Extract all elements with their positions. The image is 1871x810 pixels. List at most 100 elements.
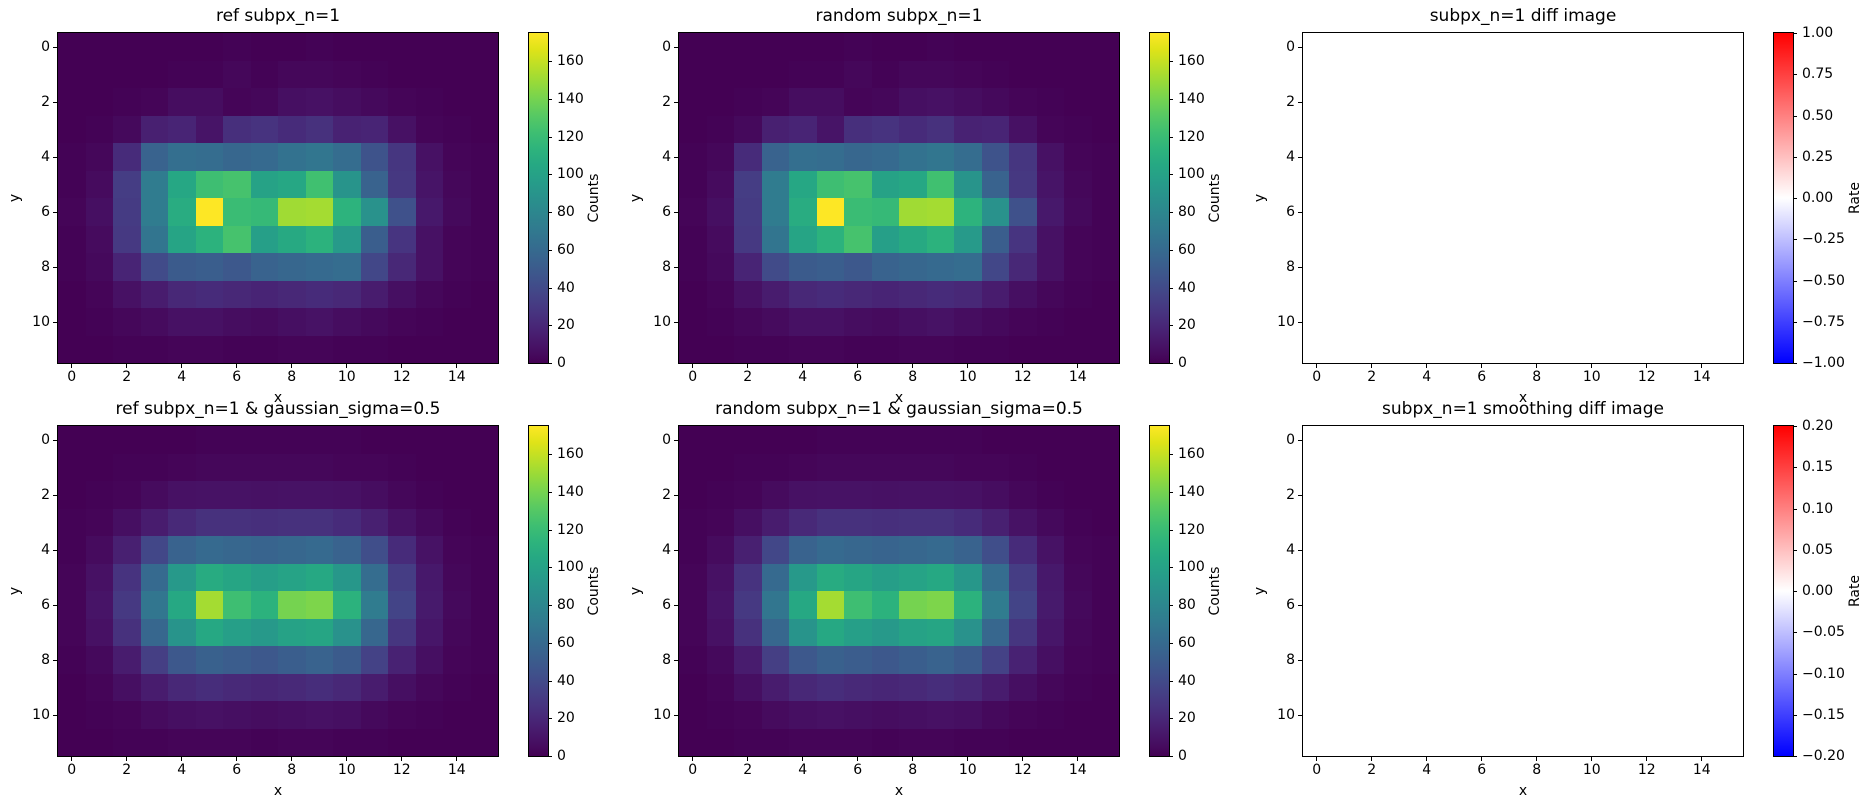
- colorbar-tick-mark: [1793, 116, 1797, 117]
- heatmap-cell: [1523, 481, 1551, 509]
- heatmap-cell: [1330, 563, 1358, 591]
- x-tick-label: 0: [688, 762, 698, 778]
- heatmap-cell: [1091, 536, 1119, 564]
- heatmap-cell: [844, 143, 872, 171]
- heatmap-cell: [333, 618, 361, 646]
- heatmap-cell: [844, 225, 872, 253]
- heatmap-cell: [195, 728, 223, 756]
- subplot-ref-counts: ref subpx_n=1 0 2 4 6 8 10 12 14 0 2 4 6 8 10 x y 0 2…: [7, 6, 602, 406]
- heatmap-cell: [871, 508, 899, 536]
- heatmap-cell: [388, 115, 416, 143]
- heatmap-cell: [278, 143, 306, 171]
- heatmap-cell: [899, 143, 927, 171]
- heatmap-cell: [1688, 508, 1716, 536]
- x-tick-mark: [1481, 757, 1483, 761]
- y-tick-mark: [1298, 47, 1302, 48]
- heatmap-cell: [981, 563, 1009, 591]
- heatmap-cell: [113, 618, 141, 646]
- heatmap-cell: [1550, 225, 1578, 253]
- heatmap-cell: [168, 426, 196, 454]
- heatmap-cell: [789, 280, 817, 308]
- heatmap-cell: [305, 225, 333, 253]
- heatmap-cell: [1578, 253, 1606, 281]
- heatmap-cell: [195, 280, 223, 308]
- heatmap-cell: [140, 143, 168, 171]
- heatmap-cell: [1715, 308, 1743, 336]
- x-tick-mark: [126, 757, 128, 761]
- heatmap-cell: [926, 563, 954, 591]
- colorbar-tick-mark: [548, 756, 552, 757]
- heatmap-cell: [360, 115, 388, 143]
- heatmap-cell: [278, 536, 306, 564]
- heatmap-cell: [333, 563, 361, 591]
- heatmap-cell: [1468, 591, 1496, 619]
- heatmap-cell: [981, 481, 1009, 509]
- heatmap-cell: [1523, 198, 1551, 226]
- heatmap-cell: [1330, 591, 1358, 619]
- heatmap-cell: [706, 60, 734, 88]
- heatmap-cell: [443, 280, 471, 308]
- heatmap-cell: [1605, 198, 1633, 226]
- heatmap-cell: [113, 673, 141, 701]
- y-axis-label: y: [7, 193, 23, 203]
- colorbar-tick-mark: [1793, 74, 1797, 75]
- heatmap-cell: [415, 88, 443, 116]
- heatmap-cell: [899, 453, 927, 481]
- heatmap-cell: [278, 618, 306, 646]
- heatmap-cell: [1605, 225, 1633, 253]
- colorbar-tick-label: 0.15: [1802, 459, 1834, 476]
- heatmap-cell: [415, 33, 443, 61]
- heatmap-cell: [679, 253, 707, 281]
- heatmap-cell: [1440, 728, 1468, 756]
- heatmap-cell: [223, 563, 251, 591]
- heatmap-cell: [140, 591, 168, 619]
- heatmap-cell: [333, 33, 361, 61]
- y-tick-mark: [53, 715, 57, 716]
- y-tick-mark: [53, 47, 57, 48]
- heatmap-cell: [789, 115, 817, 143]
- heatmap-cell: [1330, 335, 1358, 363]
- heatmap-cell: [706, 591, 734, 619]
- heatmap-cell: [1440, 308, 1468, 336]
- heatmap-cell: [1550, 701, 1578, 729]
- heatmap-cell: [1009, 591, 1037, 619]
- heatmap-cell: [470, 88, 498, 116]
- colorbar-tick-mark: [548, 363, 552, 364]
- x-tick-label: 4: [1422, 762, 1432, 778]
- heatmap-cell: [844, 728, 872, 756]
- heatmap-cell: [85, 591, 113, 619]
- heatmap-cell: [1688, 170, 1716, 198]
- heatmap-cell: [1660, 591, 1688, 619]
- heatmap-cell: [333, 536, 361, 564]
- heatmap-cell: [844, 673, 872, 701]
- heatmap-cell: [1633, 198, 1661, 226]
- heatmap-cell: [1715, 646, 1743, 674]
- x-tick-mark: [857, 757, 859, 761]
- heatmap-cell: [1064, 508, 1092, 536]
- heatmap-cell: [113, 701, 141, 729]
- heatmap-cell: [1550, 453, 1578, 481]
- heatmap-cell: [113, 88, 141, 116]
- heatmap-cell: [816, 591, 844, 619]
- colorbar-tick-mark: [548, 61, 552, 62]
- heatmap-cell: [1468, 225, 1496, 253]
- heatmap-cell: [1578, 618, 1606, 646]
- heatmap-cell: [1091, 618, 1119, 646]
- x-tick-label: 14: [1068, 762, 1087, 778]
- heatmap-cell: [388, 253, 416, 281]
- heatmap-cell: [1523, 170, 1551, 198]
- heatmap-cell: [1385, 308, 1413, 336]
- heatmap-cell: [1578, 33, 1606, 61]
- x-tick-label: 14: [1068, 369, 1087, 385]
- colorbar-tick-mark: [1793, 157, 1797, 158]
- heatmap-cell: [926, 536, 954, 564]
- heatmap-cell: [789, 673, 817, 701]
- heatmap-cell: [871, 143, 899, 171]
- heatmap-cell: [1688, 453, 1716, 481]
- colorbar-tick-label: 100: [557, 166, 584, 183]
- heatmap-cell: [734, 426, 762, 454]
- heatmap-cell: [1578, 646, 1606, 674]
- heatmap-cell: [1385, 536, 1413, 564]
- heatmap-cell: [1358, 33, 1386, 61]
- heatmap-cell: [1578, 308, 1606, 336]
